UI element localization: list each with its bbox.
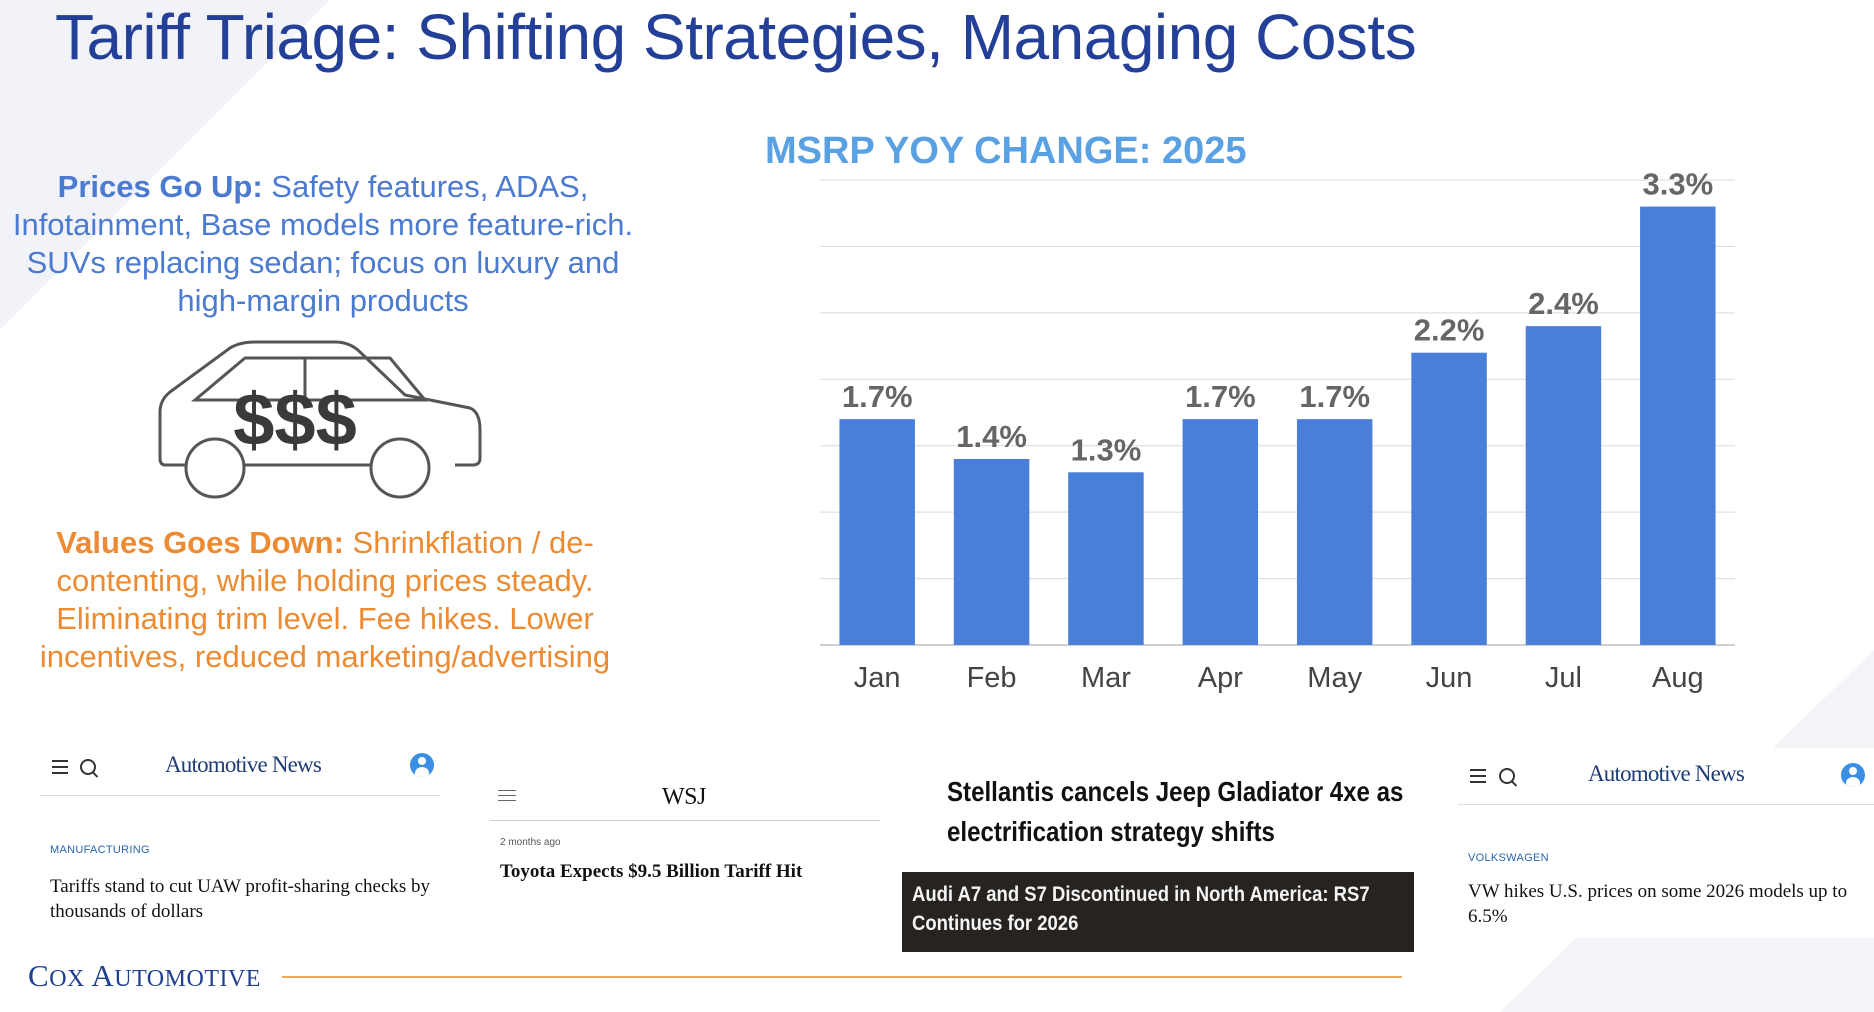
section-label: VOLKSWAGEN — [1468, 852, 1549, 864]
wsj-logo: WSJ — [662, 784, 706, 810]
bar-jun — [1411, 352, 1487, 645]
value-label-feb: 1.4% — [956, 419, 1027, 454]
x-tick-may: May — [1307, 662, 1362, 694]
car-dollar-signs: $$$ — [233, 378, 356, 461]
automotive-news-logo: Automotive News — [1588, 761, 1745, 786]
value-label-jan: 1.7% — [842, 379, 913, 414]
cox-automotive-logo: COX AUTOMOTIVE — [28, 958, 261, 993]
value-label-apr: 1.7% — [1185, 379, 1256, 414]
car-dollars-icon: $$$ — [158, 340, 482, 499]
headline-line-2: electrification strategy shifts — [947, 816, 1275, 847]
x-tick-jul: Jul — [1545, 662, 1582, 694]
value-label-jul: 2.4% — [1528, 286, 1599, 321]
audi-headline: Audi A7 and S7 Discontinued in North Ame… — [912, 880, 1370, 938]
prices-body: Safety features, ADAS, Infotainment, Bas… — [12, 169, 634, 318]
headline-line-1: Audi A7 and S7 Discontinued in North Ame… — [912, 883, 1370, 906]
prices-heading: Prices Go Up: — [57, 169, 263, 204]
chart-value-labels: 1.7% 1.4% 1.3% 1.7% 1.7% 2.2% 2.4% 3.3% — [842, 167, 1713, 468]
header-divider — [490, 820, 880, 821]
bar-mar — [1068, 472, 1144, 645]
section-label: MANUFACTURING — [50, 844, 150, 856]
user-account-icon[interactable] — [1841, 763, 1865, 787]
values-heading: Values Goes Down: — [56, 525, 344, 560]
x-tick-aug: Aug — [1652, 662, 1704, 694]
menu-icon[interactable] — [1470, 769, 1486, 787]
x-tick-feb: Feb — [967, 662, 1017, 694]
value-label-may: 1.7% — [1299, 379, 1370, 414]
chart-bars — [839, 206, 1716, 646]
news-clip-stellantis-headline[interactable]: Stellantis cancels Jeep Gladiator 4xe as… — [947, 772, 1403, 852]
article-timestamp: 2 months ago — [500, 837, 561, 848]
news-headline[interactable]: VW hikes U.S. prices on some 2026 models… — [1468, 881, 1848, 927]
menu-icon[interactable] — [52, 760, 68, 778]
news-clip-wsj-toyota[interactable]: WSJ 2 months ago Toyota Expects $9.5 Bil… — [490, 770, 880, 900]
x-tick-mar: Mar — [1081, 662, 1131, 694]
chart-title: MSRP YOY CHANGE: 2025 — [765, 130, 1247, 172]
user-account-icon[interactable] — [410, 753, 434, 777]
news-clip-audi-banner[interactable]: Audi A7 and S7 Discontinued in North Ame… — [902, 872, 1414, 952]
bar-jul — [1525, 326, 1602, 645]
search-icon[interactable] — [80, 759, 96, 775]
news-clip-automotive-news-vw[interactable]: Automotive News VOLKSWAGEN VW hikes U.S.… — [1458, 748, 1874, 938]
chart-x-tick-labels: Jan Feb Mar Apr May Jun Jul Aug — [854, 662, 1704, 694]
news-headline[interactable]: Tariffs stand to cut UAW profit-sharing … — [50, 876, 431, 922]
news-clip-automotive-news-uaw[interactable]: Automotive News MANUFACTURING Tariffs st… — [40, 740, 445, 930]
news-headline[interactable]: Toyota Expects $9.5 Billion Tariff Hit — [500, 861, 803, 882]
value-label-aug: 3.3% — [1642, 167, 1713, 202]
x-tick-jun: Jun — [1426, 662, 1473, 694]
bar-apr — [1182, 419, 1259, 645]
footer-divider-line — [282, 976, 1402, 978]
bar-jan — [839, 419, 915, 645]
x-tick-apr: Apr — [1198, 662, 1243, 694]
msrp-bar-chart: 1.7% 1.4% 1.3% 1.7% 1.7% 2.2% 2.4% 3.3% Jan Feb M… — [820, 167, 1735, 694]
headline-line-2: Continues for 2026 — [912, 912, 1079, 935]
automotive-news-logo: Automotive News — [165, 752, 322, 777]
search-icon[interactable] — [1499, 768, 1515, 784]
value-label-jun: 2.2% — [1414, 313, 1485, 348]
x-tick-jan: Jan — [854, 662, 901, 694]
values-body: Shrinkflation / de-contenting, while hol… — [39, 525, 611, 674]
header-divider — [1458, 804, 1874, 805]
header-divider — [40, 795, 440, 796]
headline-line-1: Stellantis cancels Jeep Gladiator 4xe as — [947, 776, 1404, 807]
menu-icon[interactable] — [498, 790, 516, 805]
values-go-down-text: Values Goes Down: Shrinkflation / de-con… — [10, 524, 640, 676]
slide-title: Tariff Triage: Shifting Strategies, Mana… — [55, 1, 1417, 73]
bar-may — [1296, 419, 1373, 645]
value-label-mar: 1.3% — [1071, 432, 1142, 467]
prices-go-up-text: Prices Go Up: Safety features, ADAS, Inf… — [8, 168, 638, 320]
bar-aug — [1640, 206, 1716, 646]
bar-feb — [953, 459, 1030, 645]
